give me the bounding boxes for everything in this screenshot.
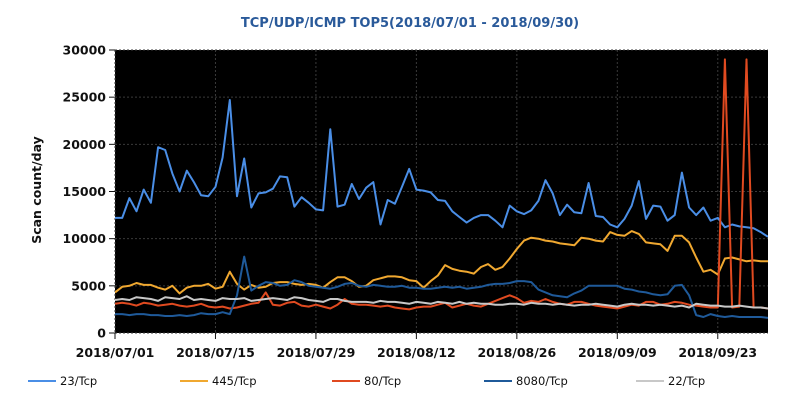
x-tick-label: 2018/08/26: [477, 345, 556, 360]
legend-item: 23/Tcp: [28, 374, 97, 388]
y-axis-ticks: 0 5000 10000 15000 20000 25000 30000: [63, 43, 115, 341]
series-group: [115, 58, 768, 319]
x-tick-label: 2018/07/15: [176, 345, 255, 360]
series-line-23-tcp: [115, 99, 768, 238]
y-tick-label: 30000: [63, 43, 107, 58]
x-tick-label: 2018/08/12: [377, 345, 456, 360]
legend-label: 80/Tcp: [364, 374, 401, 388]
series-line-8080-tcp: [115, 255, 768, 319]
legend-label: 8080/Tcp: [516, 374, 568, 388]
x-tick-label: 2018/09/23: [678, 345, 757, 360]
y-tick-label: 15000: [63, 184, 107, 199]
legend-item: 8080/Tcp: [484, 374, 568, 388]
y-tick-label: 20000: [63, 137, 107, 152]
x-tick-label: 2018/07/01: [76, 345, 155, 360]
y-axis-label: Scan count/day: [29, 136, 44, 244]
legend: 23/Tcp 445/Tcp 80/Tcp 8080/Tcp 22/Tcp: [28, 374, 705, 388]
grid-lines: [114, 49, 768, 334]
legend-item: 22/Tcp: [636, 374, 705, 388]
x-axis-ticks: 2018/07/01 2018/07/15 2018/07/29 2018/08/12…: [76, 333, 757, 360]
legend-item: 80/Tcp: [332, 374, 401, 388]
legend-item: 445/Tcp: [180, 374, 257, 388]
legend-label: 23/Tcp: [60, 374, 97, 388]
legend-label: 22/Tcp: [668, 374, 705, 388]
legend-label: 445/Tcp: [212, 374, 257, 388]
y-tick-label: 5000: [71, 278, 106, 293]
series-line-22-tcp: [115, 295, 768, 310]
series-line-445-tcp: [115, 230, 768, 295]
y-tick-label: 0: [97, 326, 106, 341]
y-tick-label: 10000: [63, 231, 107, 246]
x-tick-label: 2018/09/09: [578, 345, 657, 360]
x-tick-label: 2018/07/29: [277, 345, 356, 360]
chart-title: TCP/UDP/ICMP TOP5(2018/07/01 - 2018/09/3…: [241, 16, 579, 31]
y-tick-label: 25000: [63, 90, 107, 105]
